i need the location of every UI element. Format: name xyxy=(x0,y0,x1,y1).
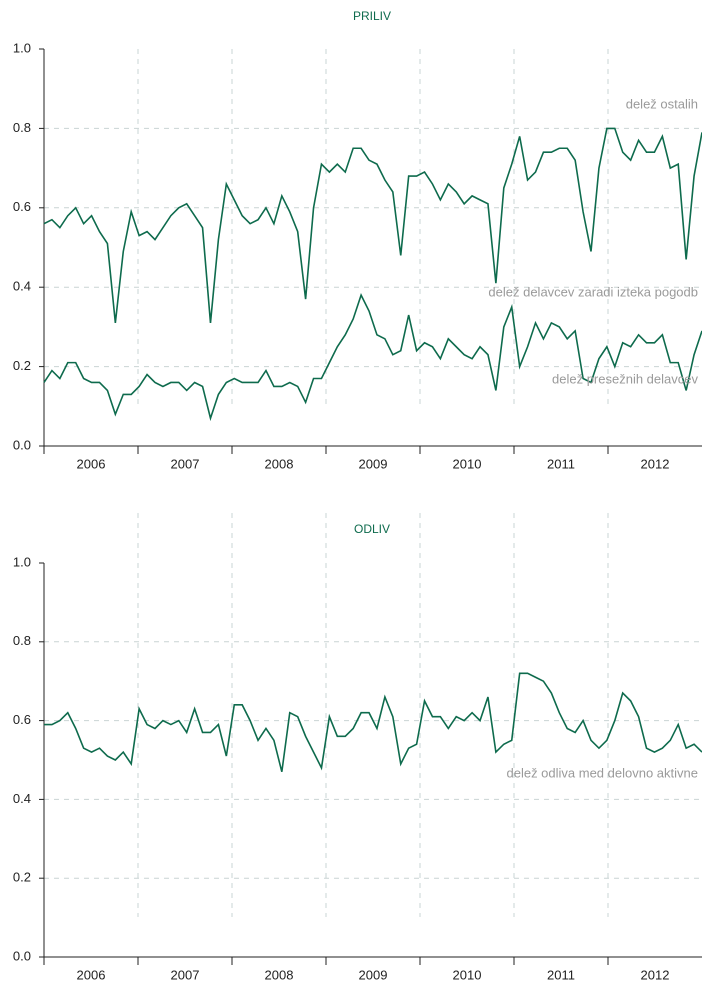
x-tick-label: 2007 xyxy=(171,967,200,982)
series-label: delež ostalih xyxy=(626,96,698,111)
x-tick-label: 2008 xyxy=(265,967,294,982)
x-tick-label: 2009 xyxy=(359,456,388,471)
x-tick-label: 2009 xyxy=(359,967,388,982)
y-tick-label: 0.6 xyxy=(13,199,31,214)
y-tick-label: 0.4 xyxy=(13,791,31,806)
x-tick-label: 2012 xyxy=(641,967,670,982)
line xyxy=(43,127,702,324)
x-tick-label: 2007 xyxy=(171,456,200,471)
y-tick-label: 0.0 xyxy=(13,948,31,963)
y-tick-label: 0.8 xyxy=(13,633,31,648)
x-tick-label: 2008 xyxy=(265,456,294,471)
series-label: delež presežnih delavcev xyxy=(552,371,698,386)
y-tick-label: 0.2 xyxy=(13,358,31,373)
y-tick-label: 0.4 xyxy=(13,279,31,294)
y-tick-label: 0.2 xyxy=(13,870,31,885)
x-tick-label: 2010 xyxy=(453,967,482,982)
x-tick-label: 2011 xyxy=(547,456,575,471)
series-label: delež delavcev zaradi izteka pogodb xyxy=(488,284,698,299)
x-tick-label: 2011 xyxy=(547,967,575,982)
y-tick-label: 0.0 xyxy=(13,437,31,452)
y-tick-label: 1.0 xyxy=(13,40,31,55)
chart-title: ODLIV xyxy=(354,522,390,536)
y-tick-label: 1.0 xyxy=(13,554,31,569)
x-tick-label: 2010 xyxy=(453,456,482,471)
x-tick-label: 2012 xyxy=(641,456,670,471)
y-tick-label: 0.6 xyxy=(13,712,31,727)
x-tick-label: 2006 xyxy=(77,967,106,982)
series-label: delež odliva med delovno aktivne xyxy=(506,765,698,780)
y-tick-label: 0.8 xyxy=(13,120,31,135)
line xyxy=(43,293,702,422)
line xyxy=(44,672,702,773)
chart-title: PRILIV xyxy=(353,9,391,23)
x-tick-label: 2006 xyxy=(77,456,106,471)
